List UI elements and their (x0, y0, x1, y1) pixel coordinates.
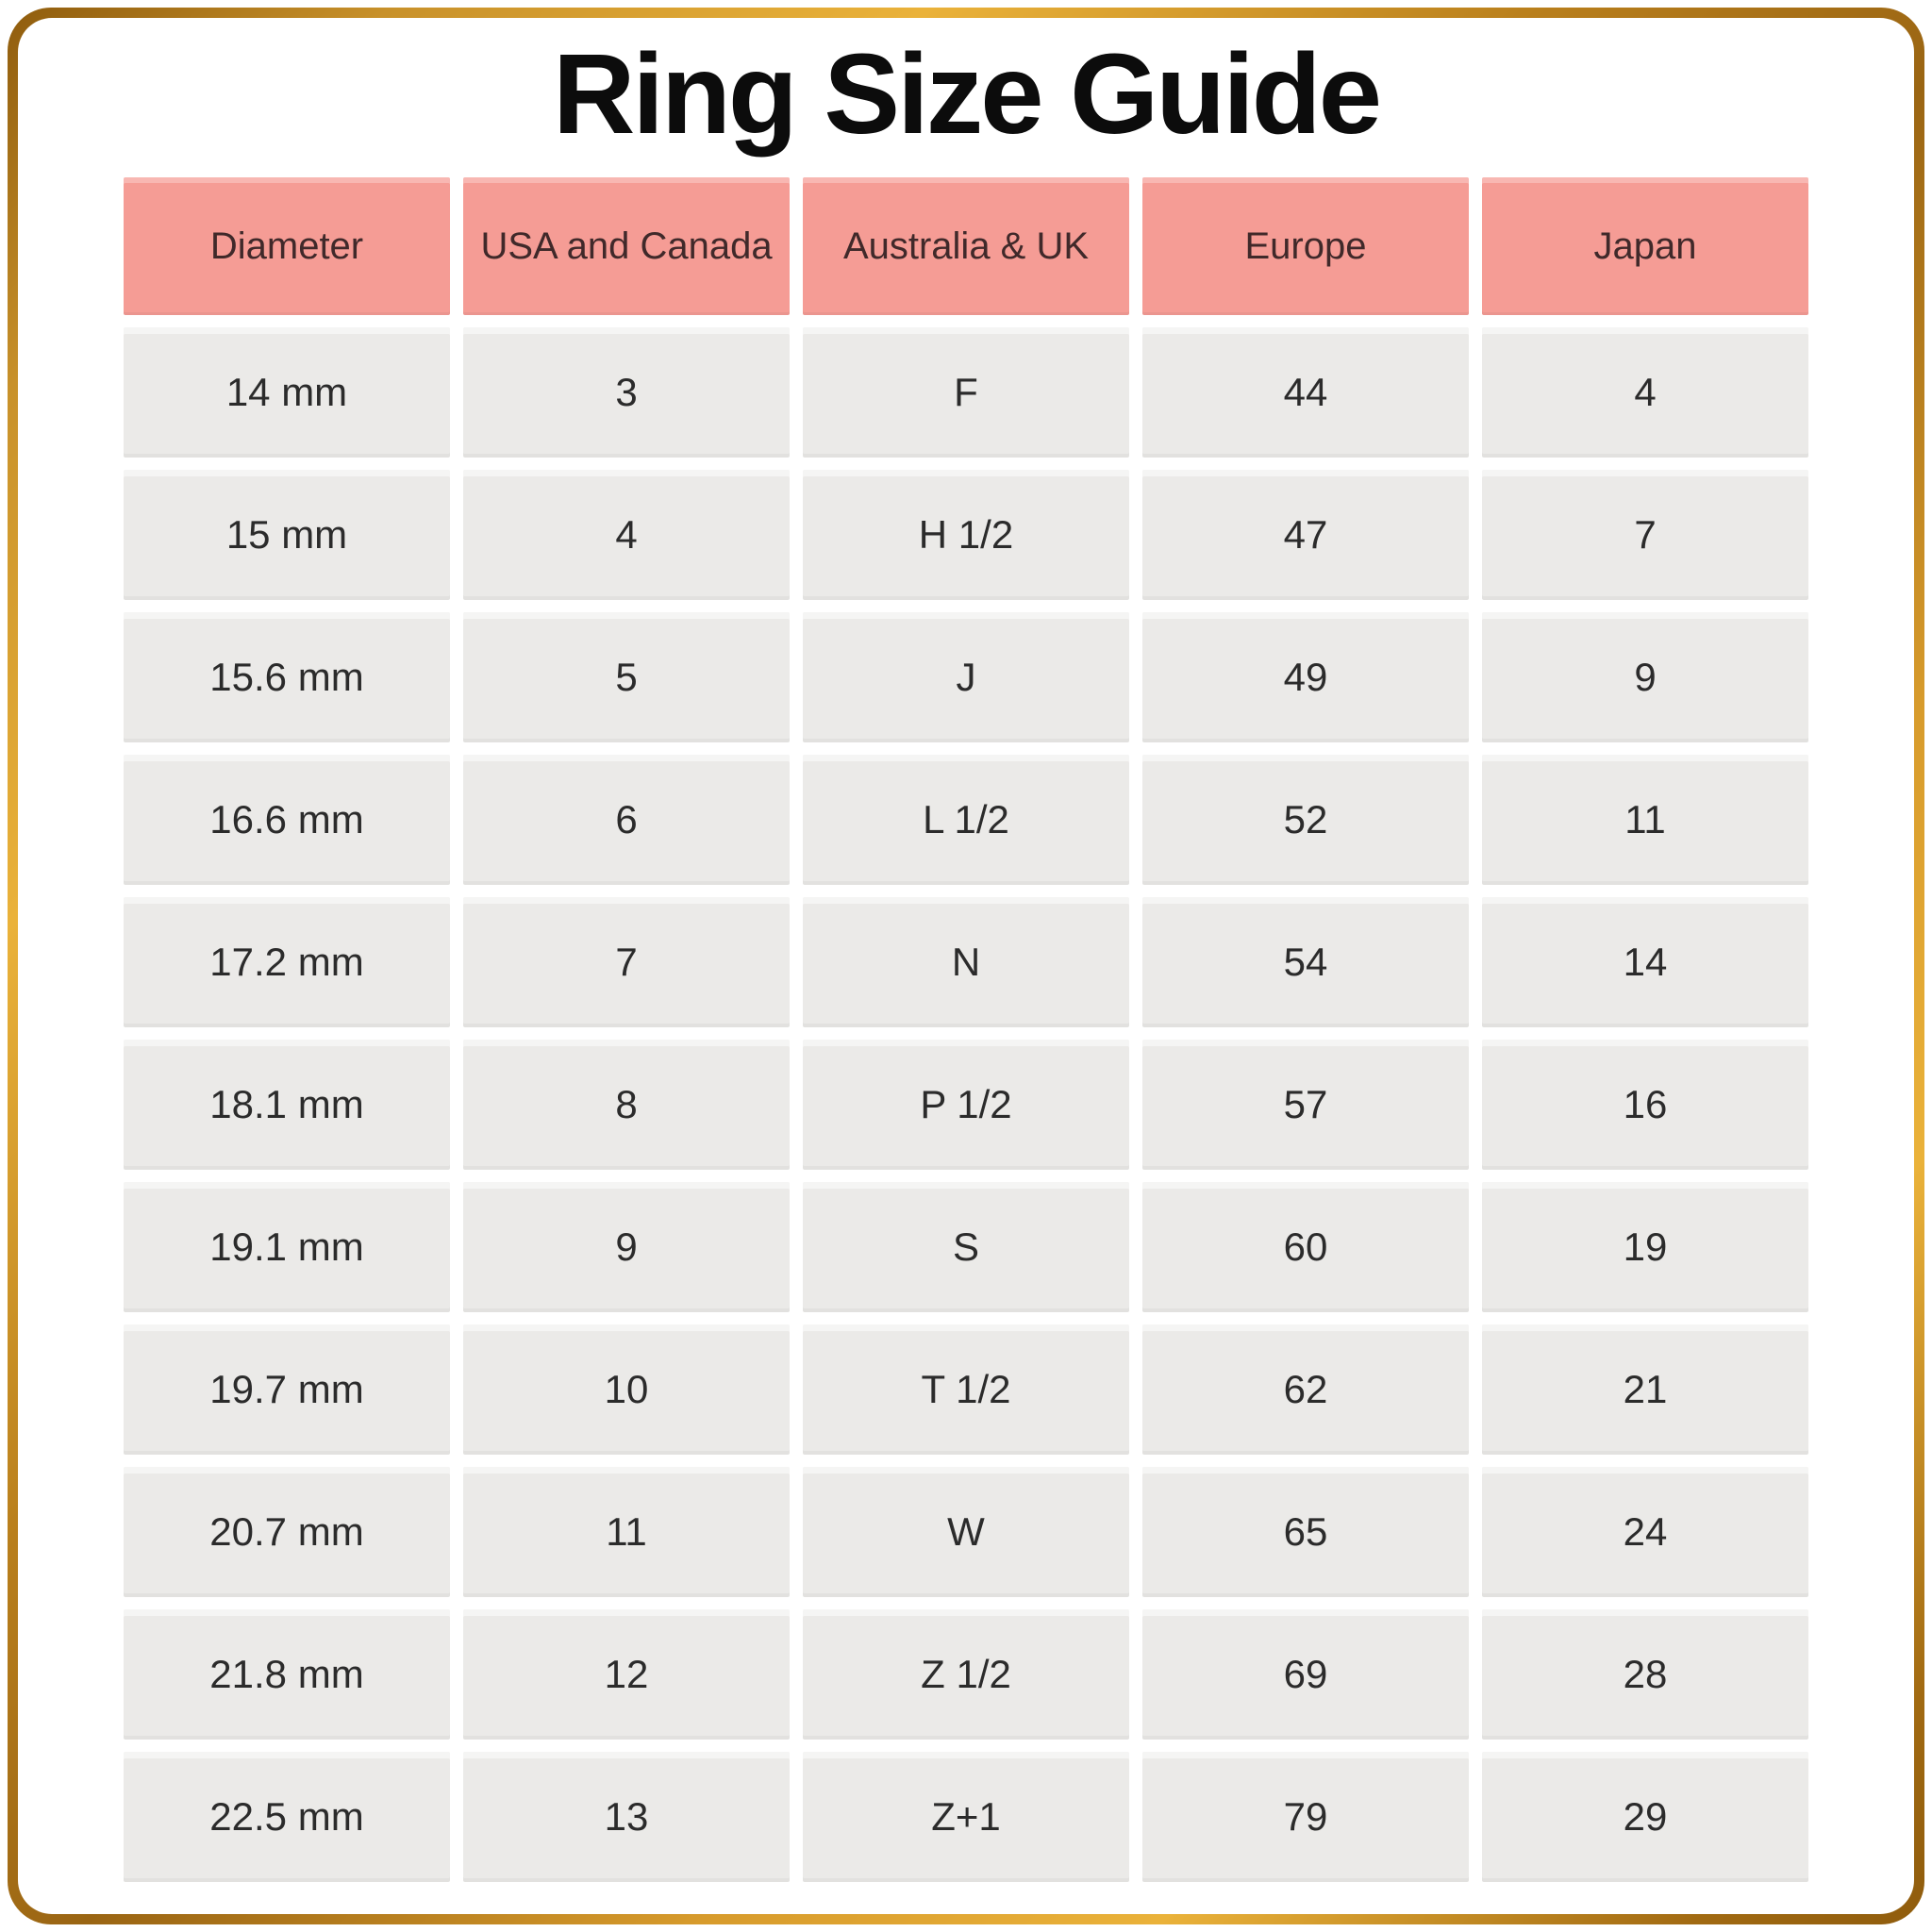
table-cell: 10 (463, 1324, 790, 1456)
table-cell: Z+1 (803, 1752, 1129, 1883)
table-cell: 49 (1142, 612, 1469, 743)
table-cell: 28 (1482, 1609, 1808, 1740)
page-background: Ring Size Guide Diameter USA and Canada … (18, 18, 1914, 1914)
table-cell: 11 (463, 1467, 790, 1598)
table-cell: 15 mm (124, 470, 450, 601)
table-cell: 79 (1142, 1752, 1469, 1883)
table-cell: 13 (463, 1752, 790, 1883)
table-cell: 19.1 mm (124, 1182, 450, 1313)
gold-frame: Ring Size Guide Diameter USA and Canada … (8, 8, 1924, 1924)
table-cell: 7 (1482, 470, 1808, 601)
table-cell: 16 (1482, 1040, 1808, 1171)
table-cell: 11 (1482, 755, 1808, 886)
table-cell: W (803, 1467, 1129, 1598)
table-cell: N (803, 897, 1129, 1028)
table-cell: 44 (1142, 327, 1469, 458)
table-cell: 9 (463, 1182, 790, 1313)
table-cell: 5 (463, 612, 790, 743)
table-cell: 3 (463, 327, 790, 458)
table-cell: 15.6 mm (124, 612, 450, 743)
table-cell: 21 (1482, 1324, 1808, 1456)
column-header-usa-canada: USA and Canada (463, 177, 790, 316)
table-cell: 14 (1482, 897, 1808, 1028)
table-cell: T 1/2 (803, 1324, 1129, 1456)
table-cell: 22.5 mm (124, 1752, 450, 1883)
table-cell: J (803, 612, 1129, 743)
table-cell: 60 (1142, 1182, 1469, 1313)
table-cell: 20.7 mm (124, 1467, 450, 1598)
column-header-diameter: Diameter (124, 177, 450, 316)
table-cell: 65 (1142, 1467, 1469, 1598)
table-cell: 17.2 mm (124, 897, 450, 1028)
table-cell: 12 (463, 1609, 790, 1740)
table-cell: 54 (1142, 897, 1469, 1028)
table-cell: L 1/2 (803, 755, 1129, 886)
column-header-europe: Europe (1142, 177, 1469, 316)
table-cell: 7 (463, 897, 790, 1028)
table-cell: 19.7 mm (124, 1324, 450, 1456)
table-cell: 18.1 mm (124, 1040, 450, 1171)
column-header-japan: Japan (1482, 177, 1808, 316)
table-cell: 21.8 mm (124, 1609, 450, 1740)
table-cell: 6 (463, 755, 790, 886)
column-header-australia-uk: Australia & UK (803, 177, 1129, 316)
table-cell: 69 (1142, 1609, 1469, 1740)
table-cell: P 1/2 (803, 1040, 1129, 1171)
table-cell: 47 (1142, 470, 1469, 601)
table-cell: 16.6 mm (124, 755, 450, 886)
table-cell: 4 (463, 470, 790, 601)
table-cell: 14 mm (124, 327, 450, 458)
table-cell: 24 (1482, 1467, 1808, 1598)
table-cell: 62 (1142, 1324, 1469, 1456)
table-cell: 57 (1142, 1040, 1469, 1171)
table-cell: 19 (1482, 1182, 1808, 1313)
table-cell: H 1/2 (803, 470, 1129, 601)
table-cell: 4 (1482, 327, 1808, 458)
table-cell: 52 (1142, 755, 1469, 886)
page-title: Ring Size Guide (552, 29, 1382, 158)
table-cell: 8 (463, 1040, 790, 1171)
table-cell: F (803, 327, 1129, 458)
table-cell: 29 (1482, 1752, 1808, 1883)
table-cell: Z 1/2 (803, 1609, 1129, 1740)
table-cell: S (803, 1182, 1129, 1313)
ring-size-table: Diameter USA and Canada Australia & UK E… (124, 177, 1808, 1883)
table-cell: 9 (1482, 612, 1808, 743)
